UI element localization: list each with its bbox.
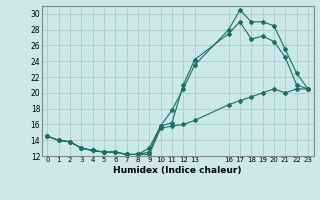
X-axis label: Humidex (Indice chaleur): Humidex (Indice chaleur) [113, 166, 242, 175]
